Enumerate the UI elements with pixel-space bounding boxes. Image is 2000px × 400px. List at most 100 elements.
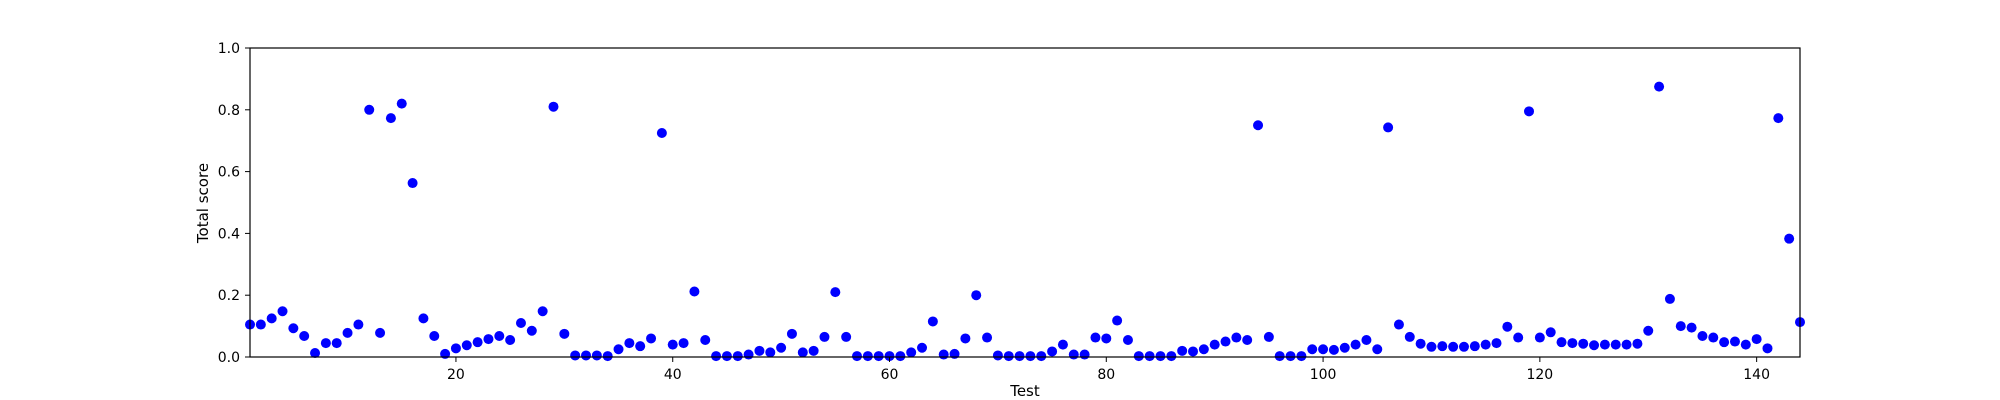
data-point — [1057, 339, 1068, 350]
x-tick-label: 80 — [1097, 367, 1115, 383]
data-point — [786, 328, 797, 339]
data-point — [483, 334, 494, 345]
data-point — [830, 287, 841, 298]
data-point — [743, 349, 754, 360]
data-point — [526, 325, 537, 336]
data-point — [884, 351, 895, 362]
data-point — [1426, 341, 1437, 352]
data-point — [418, 313, 429, 324]
data-point — [407, 178, 418, 189]
data-point — [1188, 346, 1199, 357]
data-point — [1632, 338, 1643, 349]
data-point — [1729, 336, 1740, 347]
data-point — [548, 101, 559, 112]
x-tick-label: 40 — [664, 367, 682, 383]
x-tick-label: 20 — [447, 367, 465, 383]
plot-area-frame — [249, 47, 1801, 358]
data-point — [1263, 331, 1274, 342]
y-tick-label: 0.2 — [218, 288, 240, 304]
data-point — [895, 351, 906, 362]
data-point — [1664, 293, 1675, 304]
data-point — [1784, 233, 1795, 244]
data-point — [656, 127, 667, 138]
data-point — [1177, 345, 1188, 356]
data-point — [1643, 325, 1654, 336]
data-point — [721, 351, 732, 362]
data-point — [808, 345, 819, 356]
data-point — [1242, 335, 1253, 346]
data-point — [938, 349, 949, 360]
data-point — [1437, 341, 1448, 352]
y-axis-title: Total score — [194, 163, 212, 244]
data-point — [1458, 341, 1469, 352]
data-point — [1361, 335, 1372, 346]
data-point — [385, 113, 396, 124]
data-point — [1534, 332, 1545, 343]
data-point — [591, 350, 602, 361]
data-point — [320, 338, 331, 349]
data-point — [851, 351, 862, 362]
data-point — [537, 306, 548, 317]
data-point — [1350, 339, 1361, 350]
data-point — [1133, 351, 1144, 362]
data-point — [917, 342, 928, 353]
data-point — [255, 319, 266, 330]
data-point — [494, 330, 505, 341]
data-point — [1491, 338, 1502, 349]
data-point — [1751, 334, 1762, 345]
data-point — [364, 104, 375, 115]
data-point — [711, 351, 722, 362]
y-tick-label: 0.0 — [218, 350, 240, 366]
data-point — [1556, 337, 1567, 348]
data-point — [1502, 321, 1513, 332]
data-point — [1101, 333, 1112, 344]
data-point — [1339, 342, 1350, 353]
data-point — [1762, 343, 1773, 354]
data-point — [1372, 344, 1383, 355]
data-point — [1155, 351, 1166, 362]
data-point — [1469, 341, 1480, 352]
data-point — [310, 347, 321, 358]
data-point — [1621, 339, 1632, 350]
data-point — [1079, 349, 1090, 360]
data-point — [1393, 319, 1404, 330]
data-point — [700, 335, 711, 346]
data-point — [992, 350, 1003, 361]
data-point — [1708, 332, 1719, 343]
data-point — [1274, 351, 1285, 362]
data-point — [559, 328, 570, 339]
y-tick-label: 0.6 — [218, 165, 240, 181]
data-point — [1318, 344, 1329, 355]
data-point — [1068, 349, 1079, 360]
data-point — [1198, 344, 1209, 355]
data-point — [765, 347, 776, 358]
data-point — [732, 351, 743, 362]
data-point — [266, 313, 277, 324]
data-point — [927, 316, 938, 327]
data-point — [1014, 351, 1025, 362]
data-point — [1122, 335, 1133, 346]
x-tick-label: 120 — [1526, 367, 1553, 383]
x-axis: 20 40 60 80 100 120 140 — [447, 357, 1770, 383]
data-point — [689, 286, 700, 297]
data-point — [277, 306, 288, 317]
data-point — [1675, 321, 1686, 332]
data-point — [667, 339, 678, 350]
data-point — [1686, 322, 1697, 333]
data-point — [1144, 351, 1155, 362]
data-point — [1166, 351, 1177, 362]
data-point — [862, 351, 873, 362]
data-point — [1231, 332, 1242, 343]
data-point — [906, 347, 917, 358]
data-point — [1545, 327, 1556, 338]
data-point — [1697, 330, 1708, 341]
data-point — [1589, 340, 1600, 351]
data-point — [1296, 351, 1307, 362]
data-point — [570, 350, 581, 361]
data-point — [353, 319, 364, 330]
data-point — [819, 331, 830, 342]
data-point — [1719, 337, 1730, 348]
data-point — [1480, 339, 1491, 350]
data-point — [1285, 351, 1296, 362]
